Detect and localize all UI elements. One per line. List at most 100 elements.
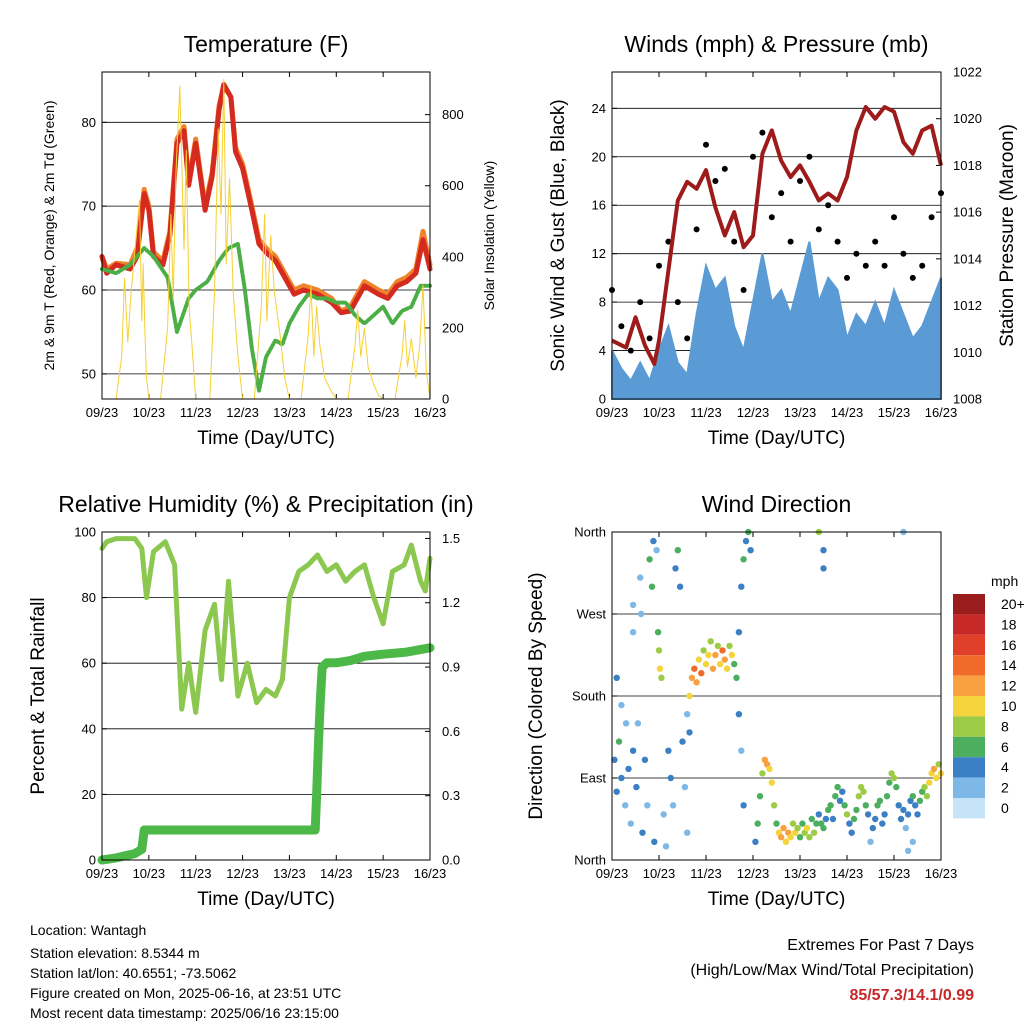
- direction-point: [789, 820, 797, 827]
- direction-point: [648, 583, 656, 590]
- temperature-xtick-label: 15/23: [367, 405, 400, 420]
- direction-point: [707, 638, 714, 645]
- direction-point: [625, 765, 632, 773]
- winds-gust-point: [721, 165, 728, 172]
- direction-xtick-label: 14/23: [831, 866, 864, 881]
- direction-point: [796, 834, 804, 841]
- humidity-xtick-label: 12/23: [226, 866, 259, 881]
- direction-ytick-label: East: [580, 771, 606, 786]
- direction-ytick-label: North: [574, 525, 606, 540]
- winds-gust-point: [665, 238, 672, 245]
- temperature-title: Temperature (F): [184, 31, 349, 57]
- temperature-xlabel: Time (Day/UTC): [197, 428, 335, 449]
- winds-gust-point: [740, 287, 747, 293]
- winds-xlabel: Time (Day/UTC): [708, 428, 846, 449]
- winds-y2tick-label: 1020: [953, 111, 982, 126]
- winds-gust-point: [627, 347, 634, 354]
- direction-point: [848, 829, 855, 836]
- direction-point: [735, 629, 743, 636]
- direction-point: [714, 642, 721, 650]
- direction-point: [721, 656, 728, 663]
- direction-point: [629, 629, 637, 636]
- direction-point: [766, 765, 773, 773]
- direction-point: [654, 629, 662, 636]
- direction-point: [731, 660, 738, 668]
- humidity-series-rh: [99, 536, 433, 715]
- winds-gust-point: [900, 250, 907, 257]
- direction-point: [693, 679, 700, 686]
- humidity-xlabel: Time (Day/UTC): [197, 889, 335, 910]
- winds-gust-point: [712, 178, 719, 184]
- winds-gust-point: [919, 262, 926, 269]
- direction-point: [867, 838, 874, 845]
- direction-point: [676, 583, 684, 590]
- direction-point: [768, 779, 775, 786]
- direction-point: [902, 824, 909, 832]
- direction-point: [904, 811, 912, 818]
- direction-point: [646, 556, 653, 563]
- direction-point: [839, 788, 846, 795]
- temperature-y2label: Solar Insolation (Yellow): [481, 161, 497, 311]
- temperature-y2tick-label: 800: [442, 107, 464, 122]
- speed-legend-label: 2: [1001, 780, 1009, 796]
- temperature-y2tick-label: 600: [442, 178, 464, 193]
- direction-point: [662, 843, 670, 850]
- direction-point: [615, 738, 623, 745]
- direction-point: [933, 774, 940, 782]
- winds-xtick-label: 09/23: [596, 405, 629, 420]
- direction-point: [853, 806, 860, 814]
- speed-legend-label: 6: [1001, 739, 1009, 755]
- humidity-xtick-label: 11/23: [180, 866, 212, 881]
- direction-point: [803, 824, 811, 832]
- direction-point: [822, 815, 830, 823]
- direction-point: [794, 824, 801, 832]
- speed-legend-label: 8: [1001, 718, 1009, 734]
- winds-xtick-label: 16/23: [925, 405, 958, 420]
- direction-point: [862, 802, 869, 809]
- direction-point: [660, 811, 667, 818]
- direction-xlabel: Time (Day/UTC): [708, 889, 846, 910]
- winds-ytick-label: 0: [599, 392, 606, 407]
- direction-point: [752, 838, 759, 845]
- direction-point: [886, 779, 893, 786]
- direction-point: [622, 802, 629, 809]
- direction-point: [637, 610, 645, 618]
- winds-frame: [611, 71, 942, 400]
- direction-point: [633, 783, 640, 791]
- winds-gust-point: [618, 323, 625, 330]
- winds-gust-point: [834, 238, 841, 245]
- direction-point: [681, 783, 689, 791]
- direction-point: [806, 834, 813, 841]
- info-latest: Most recent data timestamp: 2025/06/16 2…: [30, 1005, 339, 1021]
- direction-point: [684, 829, 691, 836]
- temperature-xtick-label: 13/23: [273, 405, 306, 420]
- winds-gust-point: [797, 178, 803, 184]
- direction-point: [622, 720, 630, 727]
- direction-point: [723, 665, 731, 672]
- temperature-y2tick-label: 400: [442, 249, 464, 264]
- winds-gust-point: [759, 129, 766, 136]
- direction-point: [738, 583, 745, 590]
- direction-point: [846, 820, 853, 827]
- winds-ytick-label: 24: [592, 101, 606, 116]
- speed-legend-swatch: [953, 798, 985, 819]
- speed-legend-swatch: [953, 614, 985, 635]
- direction-point: [869, 824, 876, 832]
- direction-point: [893, 783, 900, 791]
- direction-point: [916, 797, 924, 804]
- humidity-frame: [101, 531, 431, 861]
- direction-point: [653, 547, 660, 554]
- winds-xtick-label: 15/23: [878, 405, 911, 420]
- humidity-y2tick-label: 0.6: [442, 724, 460, 739]
- direction-point: [912, 802, 919, 809]
- speed-legend-swatch: [953, 696, 985, 717]
- temperature-y2tick-label: 0: [442, 392, 449, 407]
- temperature-ytick-label: 70: [82, 199, 96, 214]
- direction-xtick-label: 16/23: [925, 866, 958, 881]
- direction-point: [754, 820, 761, 827]
- humidity-title: Relative Humidity (%) & Precipitation (i…: [58, 491, 473, 517]
- winds-y2tick-label: 1016: [953, 205, 982, 220]
- direction-point: [756, 793, 764, 800]
- direction-point: [611, 756, 618, 763]
- winds-gust-point: [750, 153, 756, 160]
